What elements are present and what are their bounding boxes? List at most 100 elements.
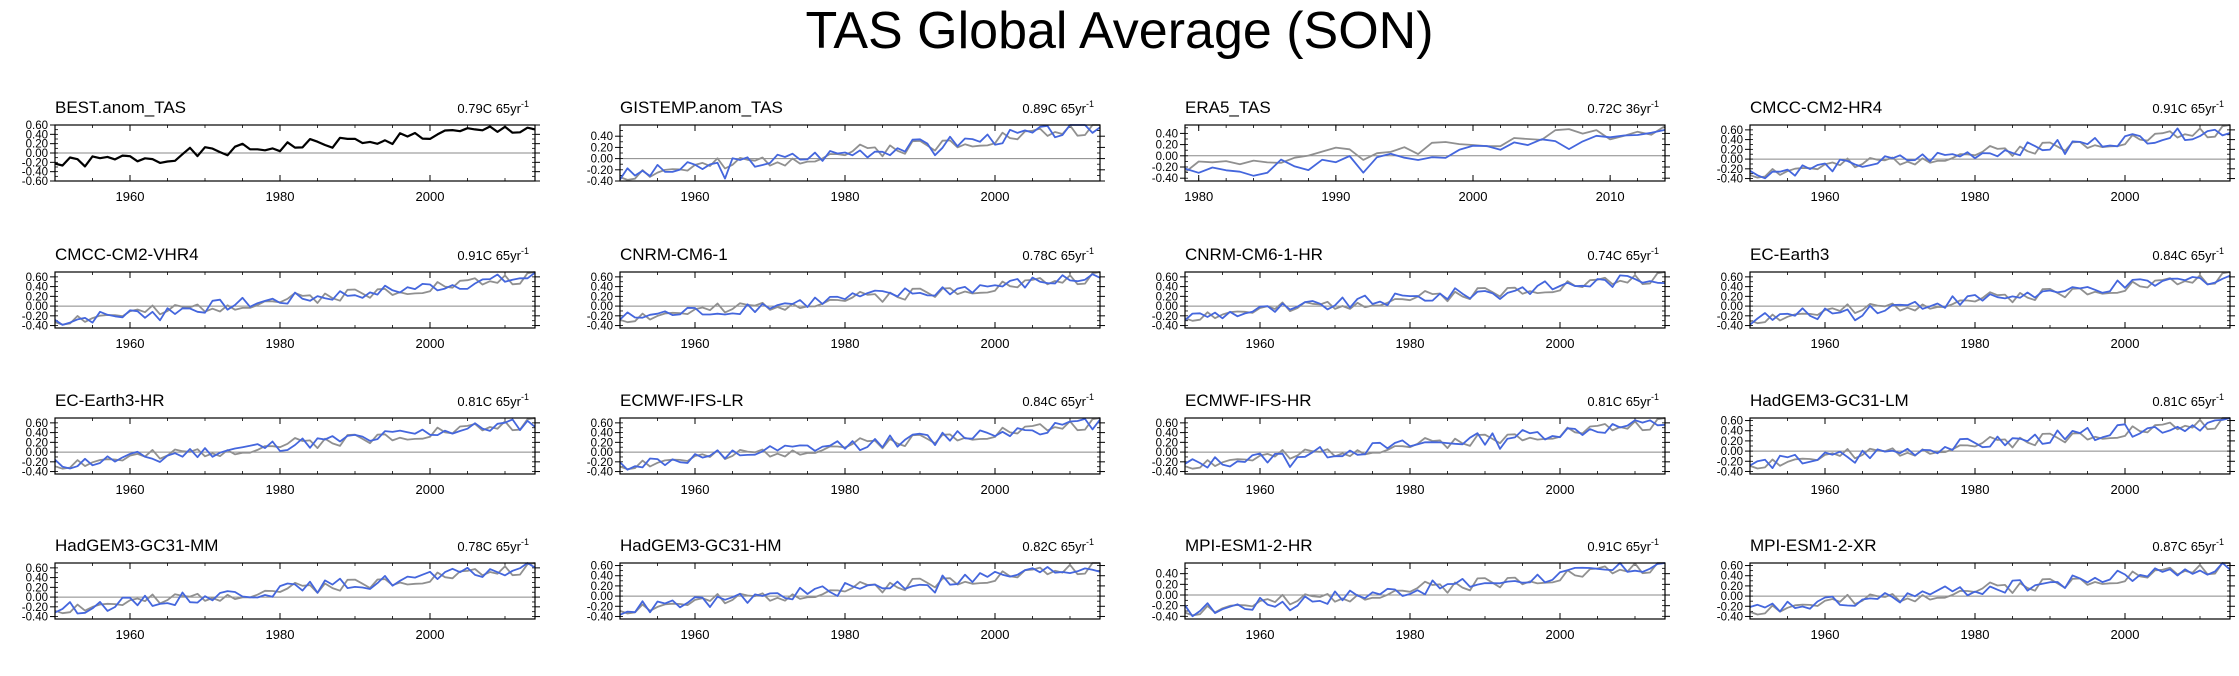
x-tick-label: 1980	[1396, 627, 1425, 642]
y-tick-label: 0.40	[591, 571, 613, 583]
panel-title: BEST.anom_TAS	[55, 98, 186, 117]
reference-series-line	[54, 271, 536, 326]
y-tick-label: -0.40	[22, 167, 48, 179]
reference-series-line	[619, 124, 1100, 181]
y-tick-label: 0.20	[1721, 581, 1743, 593]
y-tick-label: 0.40	[1721, 571, 1743, 583]
x-tick-label: 1980	[266, 627, 295, 642]
model-series-line	[1749, 127, 2231, 180]
x-tick-label: 1960	[116, 482, 145, 497]
x-tick-label: 1980	[831, 336, 860, 351]
y-tick-label: 0.20	[1156, 437, 1178, 449]
x-tick-label: 2010	[1596, 189, 1625, 204]
y-tick-label: 0.60	[591, 272, 613, 284]
plot-frame	[1749, 124, 2231, 182]
reference-series-line	[1184, 125, 1666, 174]
y-tick-label: -0.20	[22, 311, 48, 323]
panel-title: HadGEM3-GC31-LM	[1750, 391, 1909, 410]
y-tick-label: 0.20	[591, 142, 613, 154]
reference-series-line	[54, 562, 536, 615]
y-tick-label: -0.40	[1152, 611, 1178, 623]
reference-series-line	[1184, 271, 1666, 322]
y-tick-label: -0.60	[22, 176, 48, 188]
x-tick-label: 1960	[1811, 627, 1840, 642]
y-tick-label: -0.20	[1152, 457, 1178, 469]
y-tick-label: 0.20	[1721, 291, 1743, 303]
y-tick-label: -0.40	[587, 176, 613, 188]
x-tick-label: 1980	[1961, 189, 1990, 204]
trend-label: 0.78C 65yr-1	[457, 537, 529, 554]
panel-title: ECMWF-IFS-HR	[1185, 391, 1312, 410]
y-tick-label: 0.20	[1721, 144, 1743, 156]
reference-series-line	[1749, 417, 2230, 470]
y-tick-label: -0.20	[1717, 456, 1743, 468]
reference-series-line	[1184, 562, 1665, 617]
y-tick-label: -0.40	[22, 321, 48, 333]
y-tick-label: -0.20	[1717, 164, 1743, 176]
model-series-line	[54, 562, 536, 615]
panel-7: CNRM-CM6-1-HR 0.74C 65yr-1 0.600.400.200.0…	[1152, 245, 1670, 351]
panel-title: EC-Earth3	[1750, 245, 1829, 264]
y-tick-label: 0.00	[26, 148, 48, 160]
y-tick-label: 0.00	[591, 301, 613, 313]
x-tick-label: 2000	[1546, 627, 1575, 642]
trend-label: 0.81C 65yr-1	[2152, 392, 2224, 409]
y-tick-label: 0.60	[26, 563, 48, 575]
plot-frame	[54, 562, 536, 620]
y-tick-label: -0.40	[22, 467, 48, 479]
panel-title: CNRM-CM6-1	[620, 245, 728, 264]
x-tick-label: 2000	[2111, 627, 2140, 642]
y-tick-label: 0.00	[26, 301, 48, 313]
x-tick-label: 1980	[1961, 627, 1990, 642]
panel-title: GISTEMP.anom_TAS	[620, 98, 783, 117]
x-tick-label: 1960	[1811, 336, 1840, 351]
panel-13: HadGEM3-GC31-MM 0.78C 65yr-1 0.600.400.200…	[22, 536, 540, 642]
trend-label: 0.89C 65yr-1	[1022, 99, 1094, 116]
x-tick-label: 1960	[1246, 482, 1275, 497]
model-series-line	[1184, 274, 1666, 321]
x-tick-label: 1960	[1811, 482, 1840, 497]
y-tick-label: 0.00	[1721, 301, 1743, 313]
plot-frame	[1184, 271, 1666, 329]
model-series-line	[619, 273, 1101, 321]
y-tick-label: -0.20	[22, 157, 48, 169]
y-tick-label: -0.20	[587, 457, 613, 469]
x-tick-label: 2000	[416, 189, 445, 204]
y-tick-label: -0.20	[22, 602, 48, 614]
y-tick-label: 0.40	[1721, 426, 1743, 438]
y-tick-label: 0.20	[26, 582, 48, 594]
trend-label: 0.87C 65yr-1	[2152, 537, 2224, 554]
reference-series-line	[1184, 417, 1666, 470]
y-tick-label: 0.40	[1156, 428, 1178, 440]
y-tick-label: 0.40	[591, 282, 613, 294]
x-tick-label: 1960	[681, 627, 710, 642]
panel-title: HadGEM3-GC31-HM	[620, 536, 782, 555]
trend-label: 0.84C 65yr-1	[1022, 392, 1094, 409]
trend-label: 0.81C 65yr-1	[1587, 392, 1659, 409]
x-tick-label: 1960	[116, 627, 145, 642]
y-tick-label: 0.60	[1156, 272, 1178, 284]
panel-title: MPI-ESM1-2-HR	[1185, 536, 1313, 555]
y-tick-label: 0.20	[1156, 291, 1178, 303]
model-series-line	[54, 271, 536, 326]
x-tick-label: 2000	[416, 627, 445, 642]
x-tick-label: 2000	[981, 482, 1010, 497]
y-tick-label: -0.40	[1152, 467, 1178, 479]
x-tick-label: 1960	[116, 189, 145, 204]
plot-frame	[54, 417, 536, 475]
y-tick-label: -0.40	[587, 467, 613, 479]
plot-frame	[1749, 562, 2231, 620]
y-tick-label: 0.40	[1156, 128, 1178, 140]
trend-label: 0.91C 65yr-1	[1587, 537, 1659, 554]
panel-11: ECMWF-IFS-HR 0.81C 65yr-1 0.600.400.200.00…	[1152, 391, 1670, 497]
y-tick-label: 0.20	[591, 437, 613, 449]
reference-series-line	[619, 417, 1101, 471]
y-tick-label: 0.00	[1156, 590, 1178, 602]
y-tick-label: 0.40	[26, 573, 48, 585]
y-tick-label: 0.60	[26, 272, 48, 284]
y-tick-label: 0.60	[26, 120, 48, 132]
panel-title: HadGEM3-GC31-MM	[55, 536, 218, 555]
y-tick-label: 0.20	[591, 291, 613, 303]
x-tick-label: 2000	[416, 336, 445, 351]
